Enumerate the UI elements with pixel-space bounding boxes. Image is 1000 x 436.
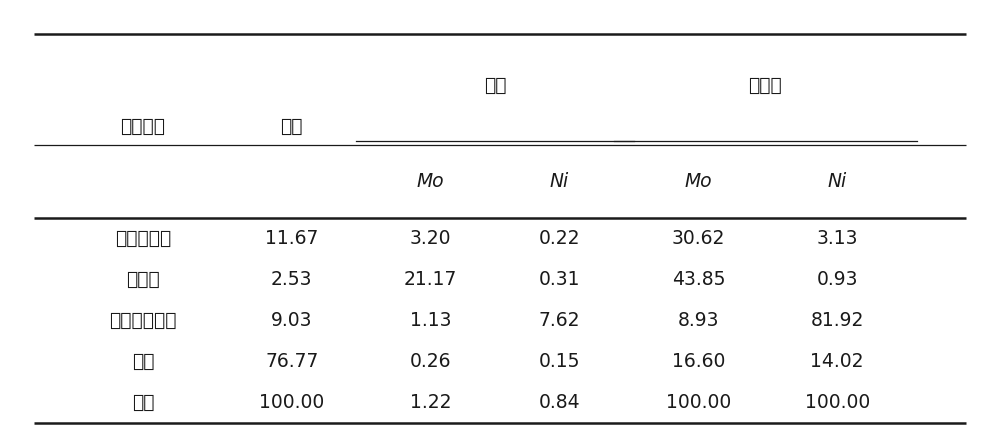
Text: 尾矿: 尾矿: [132, 352, 154, 371]
Text: 81.92: 81.92: [810, 311, 864, 330]
Text: 100.00: 100.00: [259, 393, 324, 412]
Text: 原矿: 原矿: [132, 393, 154, 412]
Text: 100.00: 100.00: [805, 393, 870, 412]
Text: 3.20: 3.20: [410, 229, 451, 248]
Text: 回收率: 回收率: [748, 76, 782, 95]
Text: 含碳钼精矿: 含碳钼精矿: [115, 229, 171, 248]
Text: 产品名称: 产品名称: [121, 116, 166, 136]
Text: 2.53: 2.53: [271, 270, 312, 289]
Text: 镍钼混合精矿: 镍钼混合精矿: [109, 311, 177, 330]
Text: Ni: Ni: [828, 172, 847, 191]
Text: 0.26: 0.26: [410, 352, 451, 371]
Text: 100.00: 100.00: [666, 393, 731, 412]
Text: 14.02: 14.02: [810, 352, 864, 371]
Text: 7.62: 7.62: [539, 311, 580, 330]
Text: Mo: Mo: [685, 172, 712, 191]
Text: 产率: 产率: [280, 116, 303, 136]
Text: 16.60: 16.60: [672, 352, 725, 371]
Text: 品位: 品位: [484, 76, 506, 95]
Text: 11.67: 11.67: [265, 229, 318, 248]
Text: 43.85: 43.85: [672, 270, 725, 289]
Text: 0.22: 0.22: [539, 229, 580, 248]
Text: 76.77: 76.77: [265, 352, 318, 371]
Text: 30.62: 30.62: [672, 229, 725, 248]
Text: Ni: Ni: [550, 172, 569, 191]
Text: 1.13: 1.13: [410, 311, 451, 330]
Text: 0.84: 0.84: [539, 393, 580, 412]
Text: 8.93: 8.93: [678, 311, 719, 330]
Text: 钼精矿: 钼精矿: [126, 270, 160, 289]
Text: 0.93: 0.93: [816, 270, 858, 289]
Text: 0.15: 0.15: [539, 352, 580, 371]
Text: 3.13: 3.13: [816, 229, 858, 248]
Text: 21.17: 21.17: [404, 270, 457, 289]
Text: 0.31: 0.31: [539, 270, 580, 289]
Text: Mo: Mo: [417, 172, 444, 191]
Text: 9.03: 9.03: [271, 311, 312, 330]
Text: 1.22: 1.22: [410, 393, 451, 412]
